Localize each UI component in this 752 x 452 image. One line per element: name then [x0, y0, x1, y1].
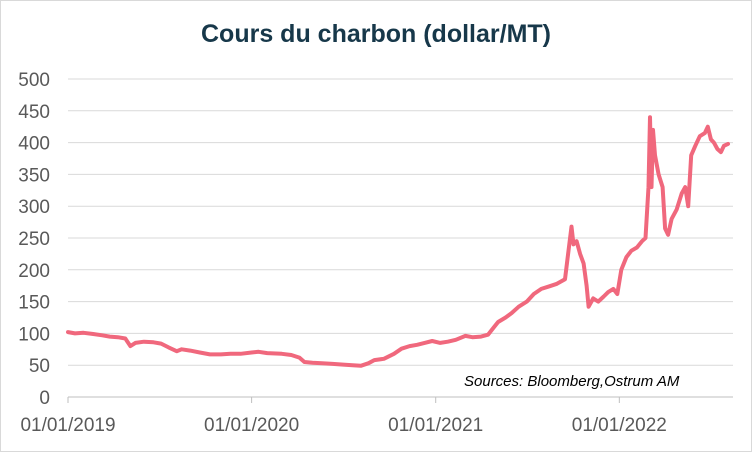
y-tick-label: 350: [18, 165, 50, 186]
series-layer: [66, 115, 730, 368]
y-tick-label: 0: [39, 388, 50, 409]
y-tick-label: 400: [18, 134, 50, 155]
y-tick-label: 50: [29, 356, 50, 377]
source-annotation: Sources: Bloomberg,Ostrum AM: [464, 373, 680, 390]
y-tick-label: 450: [18, 102, 50, 123]
x-tick-label: 01/01/2021: [388, 415, 483, 436]
x-axis-ticks: 01/01/2019 01/01/2020 01/01/2021 01/01/2022: [20, 396, 733, 436]
y-tick-label: 150: [18, 293, 50, 314]
y-tick-label: 200: [18, 261, 50, 282]
chart-title: Cours du charbon (dollar/MT): [201, 20, 551, 48]
y-tick-label: 250: [18, 229, 50, 250]
y-axis-ticks: 0 50 100 150 200 250 300 350 400 450 500: [18, 70, 50, 409]
series-line-0: [66, 115, 730, 368]
x-tick-label: 01/01/2022: [572, 415, 667, 436]
y-tick-label: 100: [18, 324, 50, 345]
x-tick-label: 01/01/2019: [20, 415, 115, 436]
y-tick-label: 500: [18, 70, 50, 91]
x-tick-label: 01/01/2020: [204, 415, 299, 436]
y-tick-label: 300: [18, 197, 50, 218]
gridlines: [68, 78, 733, 398]
